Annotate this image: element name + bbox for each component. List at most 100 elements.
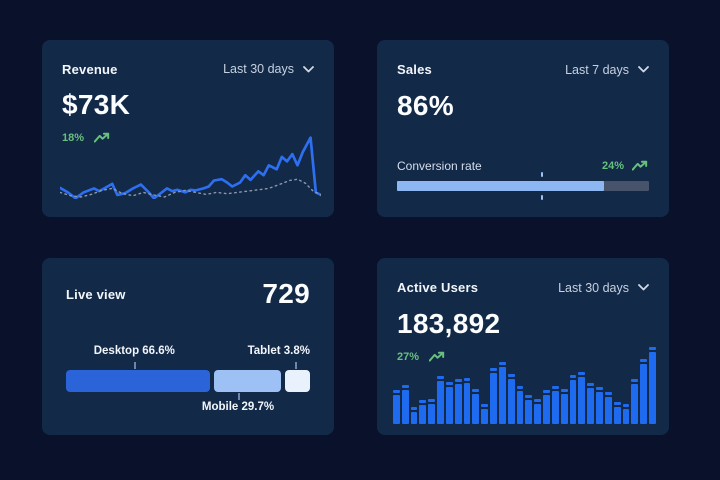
tablet-tick	[295, 362, 298, 369]
chevron-down-icon	[638, 284, 649, 291]
user-bar	[649, 347, 656, 424]
sales-range-select[interactable]: Last 7 days	[565, 63, 649, 77]
user-bar	[578, 372, 586, 424]
bar-body	[569, 379, 577, 424]
live-view-card: Live view 729 Desktop 66.6% Tablet 3.8% …	[42, 258, 334, 435]
ticks-top	[66, 361, 310, 370]
bar-cap	[640, 358, 648, 362]
bar-cap	[587, 383, 595, 387]
active-users-range-select[interactable]: Last 30 days	[558, 281, 649, 295]
bar-body	[587, 388, 595, 424]
revenue-header: Revenue Last 30 days	[42, 40, 334, 77]
user-bar	[490, 367, 497, 424]
bar-cap	[543, 390, 550, 394]
user-bar	[525, 394, 533, 424]
bar-body	[437, 380, 444, 424]
bar-body	[445, 386, 453, 424]
bar-body	[490, 372, 497, 424]
tablet-label: Tablet 3.8%	[247, 345, 310, 357]
bar-cap	[437, 375, 444, 379]
mobile-tick	[238, 393, 241, 400]
desktop-label: Desktop 66.6%	[93, 345, 175, 357]
active-users-bar-chart	[393, 347, 656, 424]
bar-body	[401, 389, 409, 424]
sales-card: Sales Last 7 days 86% Conversion rate 24…	[377, 40, 669, 217]
user-bar	[454, 379, 462, 424]
revenue-value: $73K	[62, 89, 131, 120]
revenue-title-text: Revenue	[62, 61, 118, 77]
mobile-segment	[213, 370, 282, 392]
bar-body	[596, 392, 603, 424]
user-bar	[437, 375, 444, 424]
sales-range-label: Last 7 days	[565, 62, 629, 77]
line-series-current	[60, 136, 321, 199]
bar-body	[498, 367, 506, 424]
active-users-delta: 27%	[397, 351, 420, 363]
bar-cap	[534, 398, 542, 402]
bar-body	[410, 412, 418, 424]
bar-cap	[560, 388, 568, 392]
trending-up-icon	[94, 132, 111, 144]
user-bar	[543, 390, 550, 424]
device-stacked-bar	[66, 370, 310, 392]
bar-body	[604, 397, 612, 424]
revenue-line-chart	[60, 133, 321, 199]
bar-cap	[445, 381, 453, 385]
active-users-title: Active Users	[397, 280, 479, 295]
bar-cap	[569, 374, 577, 378]
user-bar	[463, 377, 471, 424]
active-users-value: 183,892	[397, 308, 501, 339]
user-bar	[604, 392, 612, 424]
bar-body	[551, 391, 559, 424]
sales-value: 86%	[397, 90, 454, 121]
bar-cap	[481, 403, 489, 407]
bar-cap	[472, 388, 480, 392]
chevron-down-icon	[638, 66, 649, 73]
progress-marker-tick	[540, 172, 543, 177]
active-users-range-label: Last 30 days	[558, 280, 629, 295]
bar-cap	[613, 401, 621, 405]
trending-up-icon	[429, 351, 446, 363]
user-bar	[551, 386, 559, 424]
bar-body	[463, 382, 471, 424]
revenue-card: Revenue Last 30 days $73K 18%	[42, 40, 334, 217]
revenue-delta: 18%	[62, 132, 85, 144]
bar-cap	[419, 400, 427, 404]
bar-body	[534, 403, 542, 424]
live-view-value: 729	[262, 278, 310, 309]
user-bar	[481, 403, 489, 424]
desktop-tick	[134, 362, 137, 369]
bar-cap	[498, 362, 506, 366]
ticks-bottom	[66, 392, 310, 401]
revenue-range-label: Last 30 days	[223, 62, 294, 76]
bar-body	[649, 352, 656, 424]
conversion-progress-bar	[397, 172, 649, 200]
user-bar	[498, 362, 506, 424]
user-bar	[419, 400, 427, 424]
user-bar	[640, 358, 648, 424]
sales-delta: 24%	[601, 160, 624, 172]
stack-labels-bottom: Mobile 29.7%	[66, 401, 310, 417]
bar-body	[560, 393, 568, 424]
sales-title: Sales	[397, 62, 432, 77]
bar-body	[622, 408, 630, 424]
bar-cap	[507, 373, 515, 377]
user-bar	[596, 387, 603, 424]
bar-body	[516, 391, 524, 424]
bar-cap	[551, 386, 559, 390]
bar-cap	[649, 347, 656, 350]
user-bar	[613, 401, 621, 424]
line-series-previous	[60, 178, 321, 198]
user-bar	[393, 390, 400, 424]
bar-body	[507, 378, 515, 424]
bar-cap	[604, 392, 612, 396]
live-view-title: Live view	[66, 286, 126, 302]
bar-body	[481, 408, 489, 424]
sales-metric-row: Conversion rate 24%	[397, 159, 649, 173]
tablet-segment	[285, 370, 310, 392]
user-bar	[507, 373, 515, 424]
user-bar	[428, 398, 436, 424]
bar-cap	[578, 372, 586, 376]
bar-body	[419, 405, 427, 424]
revenue-range-select[interactable]: Last 30 days	[223, 62, 314, 76]
